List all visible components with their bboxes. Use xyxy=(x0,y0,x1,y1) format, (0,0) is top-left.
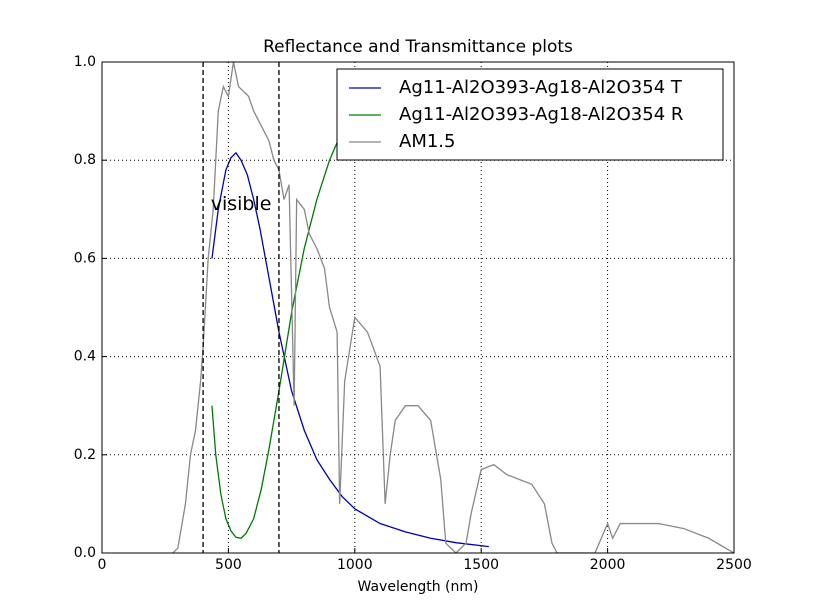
legend-label: AM1.5 xyxy=(399,131,455,152)
legend-label: Ag11-Al2O393-Ag18-Al2O354 T xyxy=(399,77,683,98)
legend-label: Ag11-Al2O393-Ag18-Al2O354 R xyxy=(399,104,683,125)
y-tick-label: 0.4 xyxy=(74,349,96,365)
x-tick-label: 1000 xyxy=(337,557,373,573)
x-axis-label: Wavelength (nm) xyxy=(358,579,479,595)
x-tick-label: 2500 xyxy=(716,557,752,573)
legend: Ag11-Al2O393-Ag18-Al2O354 T Ag11-Al2O393-… xyxy=(336,68,724,161)
y-tick-label: 0.8 xyxy=(74,152,96,168)
plot-frame xyxy=(101,61,735,554)
x-tick-label: 1500 xyxy=(463,557,499,573)
y-tick-label: 0.0 xyxy=(74,545,96,561)
x-tick-label: 500 xyxy=(215,557,242,573)
series-line xyxy=(172,62,734,553)
x-tick-label: 0 xyxy=(98,557,107,573)
annotation: visible xyxy=(211,193,272,215)
y-tick-label: 0.2 xyxy=(74,447,96,463)
series-line xyxy=(211,151,489,548)
chart-title: Reflectance and Transmittance plots xyxy=(263,37,573,57)
y-tick-label: 1.0 xyxy=(74,54,96,70)
legend-box xyxy=(336,68,724,161)
y-tick-label: 0.6 xyxy=(74,250,96,266)
x-tick-label: 2000 xyxy=(590,557,626,573)
